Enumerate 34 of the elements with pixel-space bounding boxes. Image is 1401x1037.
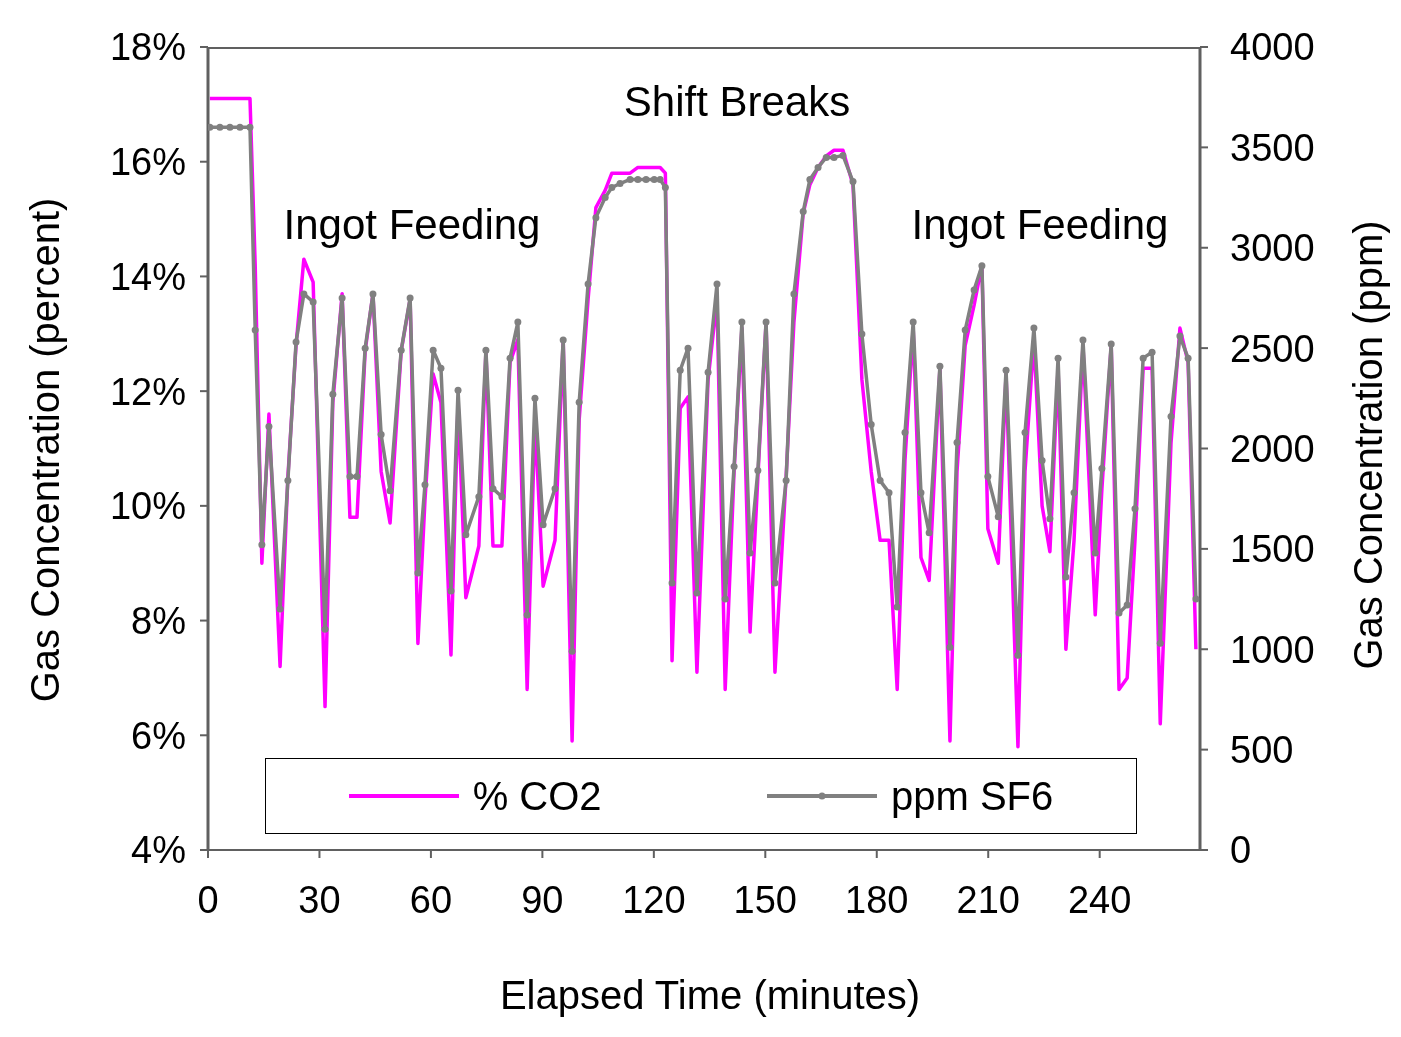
y-tick-label: 16% [109,141,186,184]
legend-label: ppm SF6 [891,773,1054,819]
x-axis-title: Elapsed Time (minutes) [499,972,921,1018]
y-tick-label: 18% [109,26,186,69]
x-tick-label: 90 [521,878,564,921]
x-tick-label: 30 [298,878,341,921]
y2-tick-label: 3000 [1230,227,1315,270]
x-tick-label: 60 [409,878,453,921]
x-tick-label: 120 [622,878,686,921]
x-tick-label: 150 [733,878,798,921]
annotation: Ingot Feeding [911,201,1169,249]
annotation: Ingot Feeding [283,201,541,249]
y-tick-label: 12% [109,370,186,413]
y2-tick-label: 1500 [1230,528,1315,571]
y-tick-label: 4% [131,829,186,872]
x-tick-label: 0 [197,878,219,921]
y2-tick-label: 0 [1230,829,1252,872]
y-tick-label: 8% [131,600,186,643]
y2-tick-label: 500 [1230,729,1294,772]
x-tick-label: 180 [845,878,909,921]
x-tick-label: 240 [1067,878,1132,921]
legend-label: % CO2 [472,773,602,819]
y-tick-label: 10% [109,485,186,528]
y2-tick-label: 1000 [1230,628,1315,671]
y2-tick-label: 3500 [1230,126,1315,169]
annotation: Shift Breaks [623,78,851,126]
y2-axis-title: Gas Concentration (ppm) [1345,220,1391,670]
y-axis-title: Gas Concentration (percent) [22,197,68,703]
y2-tick-label: 2000 [1230,427,1315,470]
x-tick-label: 210 [956,878,1020,921]
y2-tick-label: 2500 [1230,327,1315,370]
y-tick-label: 6% [131,714,186,757]
y2-tick-label: 4000 [1230,26,1315,69]
y-tick-label: 14% [109,255,186,298]
